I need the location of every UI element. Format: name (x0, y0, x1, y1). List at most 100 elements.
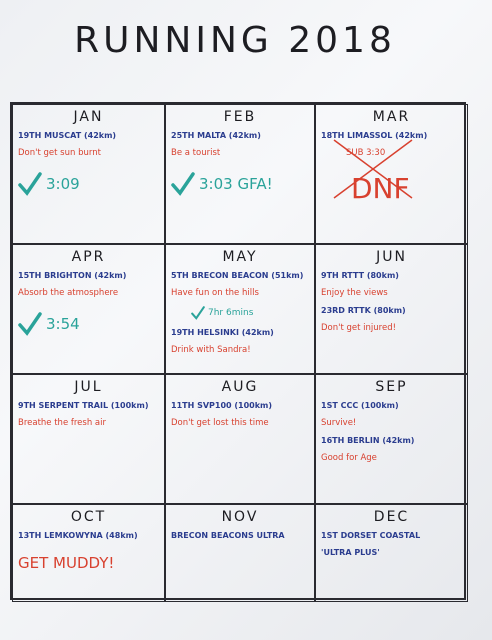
goal-line: Drink with Sandra! (171, 345, 309, 355)
check-mark (18, 172, 42, 196)
check-mark (191, 306, 205, 320)
title: RUNNING 2018 (74, 20, 396, 61)
race-line: 19TH MUSCAT (42km) (18, 131, 159, 140)
month-name: MAY (222, 249, 258, 265)
goal-text: Don't get sun burnt (18, 148, 101, 158)
result-text: 3:03 GFA! (199, 175, 273, 193)
race-line: 1ST CCC (100km) (321, 401, 462, 410)
race-text: 'ULTRA PLUS' (321, 548, 380, 557)
result-text: GET MUDDY! (18, 554, 115, 572)
month-cell: DEC 1ST DORSET COASTAL 'ULTRA PLUS' (315, 504, 468, 602)
race-line: 25TH MALTA (42km) (171, 131, 309, 140)
race-line: 16TH BERLIN (42km) (321, 436, 462, 445)
race-text: 18TH LIMASSOL (42km) (321, 131, 428, 140)
race-text: 5TH BRECON BEACON (51km) (171, 271, 304, 280)
race-line: 11TH SVP100 (100km) (171, 401, 309, 410)
month-name: OCT (70, 509, 107, 525)
result-text: 3:54 (46, 315, 80, 333)
month-cell: APR 15TH BRIGHTON (42km) Absorb the atmosp… (12, 244, 165, 374)
month-name: SEP (375, 379, 408, 395)
race-text: 9TH RTTT (80km) (321, 271, 399, 280)
goal-text: SUB 3:30 (346, 148, 386, 158)
result-line: GET MUDDY! (18, 554, 159, 572)
race-line: 19TH HELSINKI (42km) (171, 328, 309, 337)
goal-text: Have fun on the hills (171, 288, 259, 298)
goal-text: Absorb the atmosphere (18, 288, 119, 298)
month-cell: MAR 18TH LIMASSOL (42km) SUB 3:30 DNF (315, 104, 468, 244)
race-line: 5TH BRECON BEACON (51km) (171, 271, 309, 280)
goal-text: Drink with Sandra! (171, 345, 251, 355)
goal-line: Enjoy the views (321, 288, 462, 298)
goal-line: Breathe the fresh air (18, 418, 159, 428)
month-name: APR (71, 249, 106, 265)
month-cell: FEB 25TH MALTA (42km) Be a tourist 3:03 GFA… (165, 104, 315, 244)
month-cell: JUL 9TH SERPENT TRAIL (100km) Breathe the … (12, 374, 165, 504)
note-line: 7hr 6mins (191, 306, 309, 320)
month-name: NOV (221, 509, 259, 525)
race-line: 13TH LEMKOWYNA (48km) (18, 531, 159, 540)
month-name: JAN (73, 109, 104, 125)
check-stroke (171, 172, 195, 196)
goal-line: Have fun on the hills (171, 288, 309, 298)
note-text: 7hr 6mins (208, 308, 254, 318)
month-name: FEB (223, 109, 257, 125)
month-name: DEC (373, 509, 410, 525)
race-text: 11TH SVP100 (100km) (171, 401, 273, 410)
month-cell: AUG 11TH SVP100 (100km) Don't get lost thi… (165, 374, 315, 504)
race-line: 9TH SERPENT TRAIL (100km) (18, 401, 159, 410)
month-cell: NOV BRECON BEACONS ULTRA (165, 504, 315, 602)
check-mark (18, 312, 42, 336)
goal-line: Good for Age (321, 453, 462, 463)
race-text: 1ST DORSET COASTAL (321, 531, 421, 540)
cross-out (333, 139, 413, 199)
month-name: MAR (372, 109, 411, 125)
result-line: 3:09 (18, 172, 159, 196)
goal-line: Don't get sun burnt (18, 148, 159, 158)
race-line: 9TH RTTT (80km) (321, 271, 462, 280)
goal-text: Breathe the fresh air (18, 418, 106, 428)
goal-line: Don't get lost this time (171, 418, 309, 428)
goal-text: Enjoy the views (321, 288, 388, 298)
race-text: 15TH BRIGHTON (42km) (18, 271, 127, 280)
month-name: AUG (221, 379, 259, 395)
goal-text: Don't get injured! (321, 323, 397, 333)
check-stroke (18, 172, 42, 196)
goal-text: Survive! (321, 418, 357, 428)
check-mark (171, 172, 195, 196)
race-text: 23RD RTTK (80km) (321, 306, 406, 315)
goal-text: Good for Age (321, 453, 377, 463)
month-cell: MAY 5TH BRECON BEACON (51km) Have fun on t… (165, 244, 315, 374)
race-text: 16TH BERLIN (42km) (321, 436, 415, 445)
race-line: 18TH LIMASSOL (42km) (321, 131, 462, 140)
goal-line: Survive! (321, 418, 462, 428)
check-stroke (191, 306, 205, 320)
goal-text: Be a tourist (171, 148, 221, 158)
goal-text: Don't get lost this time (171, 418, 269, 428)
month-cell: JAN 19TH MUSCAT (42km) Don't get sun burnt… (12, 104, 165, 244)
goal-line: SUB 3:30 (321, 139, 462, 199)
race-text: 1ST CCC (100km) (321, 401, 399, 410)
check-stroke (18, 312, 42, 336)
result-line: 3:03 GFA! (171, 172, 309, 196)
race-text: 13TH LEMKOWYNA (48km) (18, 531, 138, 540)
race-text: 9TH SERPENT TRAIL (100km) (18, 401, 149, 410)
goal-line: Don't get injured! (321, 323, 462, 333)
race-line: 15TH BRIGHTON (42km) (18, 271, 159, 280)
month-cell: JUN 9TH RTTT (80km) Enjoy the views 23RD RT… (315, 244, 468, 374)
race-line: 'ULTRA PLUS' (321, 548, 462, 557)
month-cell: SEP 1ST CCC (100km) Survive! 16TH BERLIN (4… (315, 374, 468, 504)
month-name: JUN (376, 249, 407, 265)
race-text: 25TH MALTA (42km) (171, 131, 261, 140)
goal-line: Be a tourist (171, 148, 309, 158)
race-text: 19TH MUSCAT (42km) (18, 131, 117, 140)
race-text: BRECON BEACONS ULTRA (171, 531, 285, 540)
result-line: 3:54 (18, 312, 159, 336)
goal-line: Absorb the atmosphere (18, 288, 159, 298)
race-line: 1ST DORSET COASTAL (321, 531, 462, 540)
calendar-grid: JAN 19TH MUSCAT (42km) Don't get sun burnt… (10, 102, 468, 602)
race-text: 19TH HELSINKI (42km) (171, 328, 274, 337)
month-cell: OCT 13TH LEMKOWYNA (48km) GET MUDDY! (12, 504, 165, 602)
race-line: 23RD RTTK (80km) (321, 306, 462, 315)
struck-goal: SUB 3:30 (333, 139, 413, 199)
